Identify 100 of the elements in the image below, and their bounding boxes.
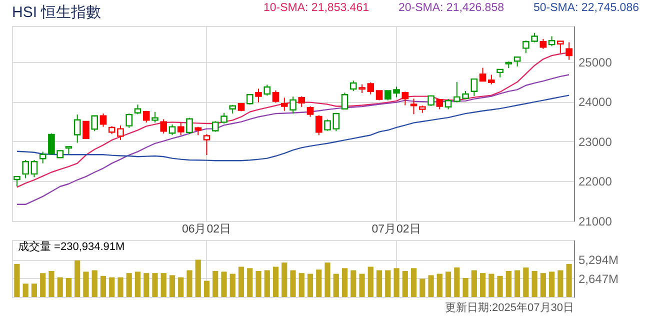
text: 10-SMA: 21,853.461 [264, 2, 369, 14]
bar [410, 268, 417, 297]
bar [40, 273, 46, 297]
bar [247, 268, 253, 297]
bar [324, 262, 330, 297]
candlestick [74, 114, 81, 144]
bar [566, 264, 572, 297]
bar [350, 270, 356, 297]
candlestick [548, 36, 556, 47]
candlestick [22, 159, 29, 179]
bar [230, 274, 236, 297]
candlestick [306, 106, 314, 118]
bar [212, 270, 218, 297]
bar [186, 270, 192, 297]
bar [488, 274, 494, 297]
x-tick-label: 06月02日 [182, 222, 232, 236]
candlestick [82, 120, 90, 140]
bar [558, 270, 564, 297]
line-series [16, 74, 570, 206]
y-tick-label: 22000 [578, 174, 612, 189]
bar [548, 272, 555, 297]
bar [506, 270, 512, 297]
candlestick [255, 88, 262, 103]
bar [134, 272, 141, 297]
bar [14, 264, 20, 297]
candlestick [30, 159, 38, 178]
bar [264, 270, 270, 297]
candlestick [298, 96, 306, 108]
bar [66, 278, 72, 297]
bar [385, 270, 391, 297]
candlestick [280, 97, 288, 112]
bar [333, 274, 339, 297]
y-tick-label: 25000 [578, 55, 612, 70]
candlestick [566, 42, 572, 60]
bar [100, 276, 106, 297]
bar [540, 273, 546, 297]
candlestick [470, 78, 478, 96]
bar [48, 270, 54, 297]
bar [342, 268, 348, 297]
y-tick-label: 2,647M [578, 272, 619, 286]
y-tick-label: 23000 [578, 134, 612, 149]
bar [316, 270, 322, 297]
bar [436, 274, 442, 297]
bar [298, 273, 304, 297]
bar [272, 266, 279, 297]
candlestick [315, 114, 322, 136]
bar [394, 268, 400, 297]
candlestick [272, 90, 280, 104]
candlestick [479, 67, 486, 82]
candlestick [341, 92, 348, 110]
bar [359, 274, 365, 297]
bar [83, 272, 89, 297]
candlestick [160, 118, 168, 134]
candlestick [488, 74, 495, 85]
candlestick [134, 104, 142, 115]
candlestick [177, 122, 184, 136]
candlestick [540, 38, 547, 50]
bar [256, 270, 262, 297]
bar [402, 270, 408, 297]
bar [144, 273, 150, 297]
line-series [16, 94, 570, 162]
candlestick [100, 113, 107, 128]
x-tick-label: 07月02日 [372, 222, 422, 236]
bar [160, 273, 166, 297]
bar [57, 277, 63, 297]
bar [532, 270, 538, 297]
candlestick [126, 113, 133, 128]
bar [282, 262, 288, 297]
bar [118, 277, 124, 297]
bar [514, 270, 520, 297]
bar [178, 277, 184, 297]
candlestick [152, 111, 158, 124]
candlestick [168, 124, 176, 136]
candlestick [290, 96, 296, 114]
y-tick-label: 5,294M [578, 253, 619, 268]
bar [454, 267, 460, 297]
candlestick [376, 90, 383, 101]
bar [204, 280, 210, 297]
candlestick [444, 98, 452, 110]
bar [195, 260, 201, 297]
bar [22, 284, 28, 297]
candlestick [91, 115, 98, 132]
candlestick [557, 40, 564, 54]
candlestick [186, 117, 193, 135]
candlestick [402, 91, 409, 106]
annotation: 成交量 =230,934.91M [18, 240, 125, 253]
bar [92, 270, 98, 297]
y-tick-label: 24000 [578, 95, 612, 110]
candlestick [203, 134, 210, 156]
bar [420, 278, 426, 297]
bar [445, 272, 452, 297]
candlestick [514, 56, 521, 67]
bar [497, 276, 503, 297]
text: 更新日期:2025年07月30日 [445, 301, 574, 314]
chart-title: HSI 恒生指數 [12, 4, 102, 21]
text: 50-SMA: 22,745.086 [534, 2, 639, 14]
bar [462, 278, 468, 297]
bar [368, 266, 374, 297]
bar [221, 272, 227, 297]
candlestick [246, 94, 254, 106]
